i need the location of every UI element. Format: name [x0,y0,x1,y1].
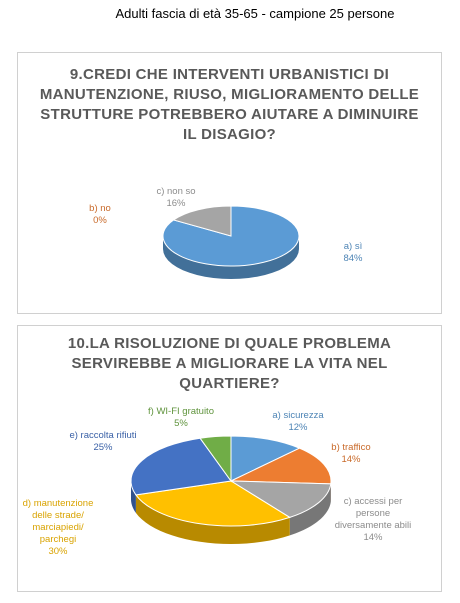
category-label: a) sì [343,241,363,252]
slice [172,205,232,237]
value-label: 25% [93,442,113,453]
data-label: c) non so 16% [136,186,216,210]
slice [230,435,301,482]
value-label: 14% [341,454,361,465]
category-label: e) raccolta rifiuti [69,430,137,441]
slice [130,437,232,496]
slice-side [163,236,299,279]
category-label: c) accessi per persone diversamente abil… [334,496,412,531]
value-label: 30% [48,546,68,557]
category-label: f) WI-FI gratuito [148,406,214,417]
data-label: b) no 0% [70,203,130,227]
value-label: 12% [288,422,308,433]
chart-title: 10.LA RISOLUZIONE DI QUALE PROBLEMA SERV… [67,335,392,392]
header: Adulti fascia di età 35-65 - campione 25… [115,6,395,21]
chart [130,435,332,544]
category-label: c) non so [156,186,196,197]
data-label: c) accessi per persone diversamente abil… [333,496,413,544]
chart [162,205,300,279]
value-label: 5% [174,418,188,429]
chart-box: 10.LA RISOLUZIONE DI QUALE PROBLEMA SERV… [17,325,442,592]
category-label: b) no [89,203,111,214]
data-label: b) traffico 14% [316,442,386,466]
slice [135,480,291,527]
value-label: 84% [343,253,363,264]
slice [199,435,232,483]
slice [229,480,332,518]
value-label: 14% [363,532,383,543]
slice-side [135,494,290,544]
chart-title: 9.CREDI CHE INTERVENTI URBANISTICI DI MA… [39,66,420,143]
slice [230,447,332,485]
value-label: 0% [93,215,107,226]
category-label: a) sicurezza [272,410,324,421]
data-label: a) sicurezza 12% [258,410,338,434]
data-label: d) manutenzione delle strade/ marciapied… [13,498,103,558]
data-label: a) sì 84% [318,241,388,265]
slice-side [289,483,331,536]
chart-box: 9.CREDI CHE INTERVENTI URBANISTICI DI MA… [17,52,442,314]
category-label: d) manutenzione delle strade/ marciapied… [22,498,94,545]
value-label: 16% [166,198,186,209]
category-label: b) traffico [331,442,371,453]
data-label: f) WI-FI gratuito 5% [131,406,231,430]
data-label: e) raccolta rifiuti 25% [68,430,138,454]
